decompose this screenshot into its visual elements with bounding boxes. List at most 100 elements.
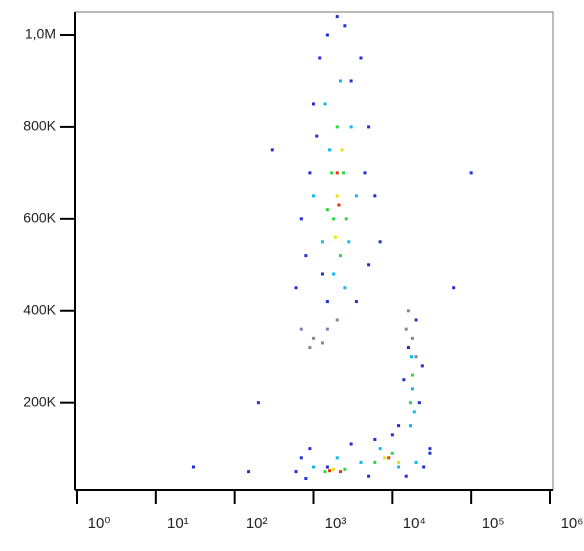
point — [304, 477, 308, 481]
point — [343, 467, 347, 471]
point — [332, 272, 336, 276]
point — [312, 194, 315, 198]
point — [335, 125, 339, 129]
y-tick-label: 200K — [23, 393, 56, 409]
point — [299, 456, 303, 460]
point — [191, 465, 195, 469]
point — [402, 378, 406, 382]
point — [312, 465, 315, 469]
point — [390, 451, 394, 455]
point — [312, 336, 315, 340]
point — [378, 447, 382, 451]
point — [359, 56, 363, 60]
point — [247, 470, 251, 474]
point — [414, 355, 418, 359]
point — [349, 125, 353, 129]
point — [304, 254, 308, 258]
point — [312, 102, 315, 106]
point — [337, 203, 341, 207]
point — [299, 217, 303, 221]
point — [338, 79, 342, 83]
point — [294, 470, 298, 474]
point — [323, 102, 327, 106]
point — [406, 309, 410, 313]
point — [404, 474, 408, 478]
x-tick-label: 10⁶ — [561, 515, 584, 532]
plot-frame — [74, 11, 554, 491]
y-tick-label: 1,0M — [25, 26, 56, 42]
point — [347, 240, 351, 244]
point — [410, 373, 414, 377]
point — [406, 346, 410, 350]
point — [325, 208, 329, 212]
point — [417, 401, 421, 405]
point — [325, 33, 329, 37]
point — [330, 171, 334, 175]
point — [410, 387, 414, 391]
point — [332, 467, 336, 471]
point — [328, 148, 332, 152]
point — [325, 300, 329, 304]
point — [387, 456, 391, 460]
point — [328, 469, 332, 473]
point — [354, 194, 358, 198]
x-tick-label: 10¹ — [167, 515, 189, 532]
y-tick-label: 400K — [23, 301, 56, 317]
point — [397, 424, 401, 428]
point — [410, 336, 414, 340]
point — [325, 327, 329, 331]
point — [320, 240, 324, 244]
point — [341, 171, 345, 175]
point — [308, 346, 312, 350]
point — [308, 447, 312, 451]
point — [299, 327, 303, 331]
point — [315, 134, 319, 138]
point — [323, 470, 327, 474]
point — [428, 447, 432, 451]
point — [404, 327, 408, 331]
point — [452, 286, 456, 290]
point — [335, 318, 339, 322]
point — [420, 364, 424, 368]
x-tick-label: 10⁴ — [403, 515, 426, 532]
point — [373, 194, 377, 198]
point — [367, 263, 371, 267]
point — [320, 341, 324, 345]
point — [409, 401, 413, 405]
point — [373, 460, 377, 464]
point — [270, 148, 274, 152]
point — [335, 171, 339, 175]
point — [340, 148, 344, 152]
point — [373, 437, 377, 441]
point — [412, 410, 416, 414]
point — [397, 460, 401, 464]
point — [383, 456, 387, 460]
point — [318, 56, 322, 60]
point — [349, 442, 353, 446]
point — [344, 217, 348, 221]
x-tick-label: 10⁰ — [88, 515, 111, 532]
point — [335, 456, 339, 460]
point — [422, 465, 426, 469]
point — [256, 401, 260, 405]
point — [320, 272, 324, 276]
point — [338, 470, 342, 474]
point — [414, 318, 418, 322]
point — [343, 286, 347, 290]
point — [397, 465, 401, 469]
y-tick-label: 800K — [23, 118, 56, 134]
point — [409, 355, 413, 359]
y-tick-label: 600K — [23, 210, 56, 226]
point — [335, 15, 339, 19]
point — [335, 194, 339, 198]
x-tick-label: 10³ — [325, 515, 347, 532]
point — [390, 433, 394, 437]
point — [354, 300, 358, 304]
point — [349, 79, 353, 83]
x-tick-label: 10² — [246, 515, 268, 532]
x-tick-label: 10⁵ — [482, 515, 505, 532]
point — [325, 465, 329, 469]
point — [333, 235, 337, 239]
point — [367, 474, 371, 478]
